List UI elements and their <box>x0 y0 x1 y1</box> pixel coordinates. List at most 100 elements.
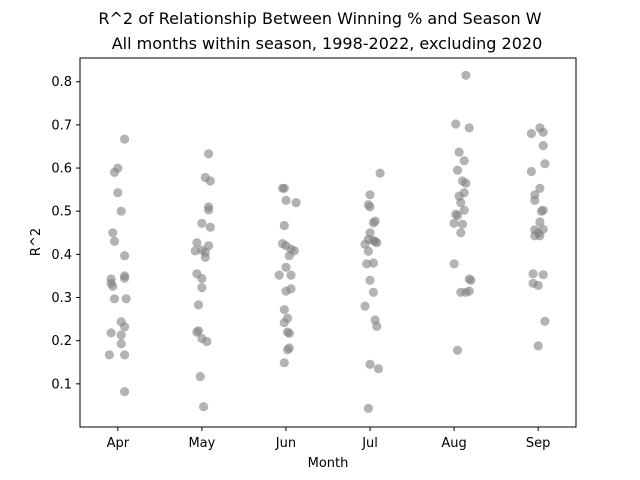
data-point-may-18 <box>192 327 202 337</box>
data-point-may-0 <box>204 149 214 159</box>
y-axis-label: R^2 <box>29 228 44 256</box>
data-point-sep-16 <box>535 231 545 241</box>
data-point-aug-15 <box>457 219 468 229</box>
data-point-apr-14 <box>121 294 131 304</box>
data-point-apr-12 <box>108 281 118 291</box>
data-point-may-20 <box>202 336 212 347</box>
data-point-aug-19 <box>466 275 476 285</box>
data-point-jun-2 <box>281 195 291 205</box>
y-tick-label-3: 0.4 <box>51 248 72 263</box>
x-tick-label-apr: Apr <box>107 436 130 451</box>
y-tick-label-5: 0.6 <box>51 162 72 177</box>
data-point-sep-20 <box>533 280 543 290</box>
y-tick-label-7: 0.8 <box>51 75 72 90</box>
x-tick-label-aug: Aug <box>441 436 466 451</box>
data-point-may-14 <box>197 273 207 284</box>
data-point-may-7 <box>192 238 202 248</box>
data-point-jul-16 <box>368 287 378 297</box>
data-point-jun-12 <box>286 270 296 280</box>
data-point-sep-10 <box>538 205 548 215</box>
data-point-aug-10 <box>456 198 466 208</box>
data-point-jun-17 <box>279 318 289 328</box>
data-point-jul-1 <box>365 190 375 200</box>
chart-subtitle: All months within season, 1998-2022, exc… <box>112 34 543 53</box>
data-point-jul-5 <box>368 218 378 228</box>
data-point-sep-18 <box>538 270 548 280</box>
data-point-aug-16 <box>456 228 466 238</box>
data-point-sep-3 <box>538 141 548 151</box>
data-point-sep-2 <box>538 127 548 137</box>
data-point-may-2 <box>205 176 215 186</box>
data-point-jun-21 <box>283 345 293 355</box>
data-point-jul-10 <box>372 238 382 248</box>
data-point-sep-22 <box>533 341 543 351</box>
data-point-apr-20 <box>104 350 114 360</box>
data-point-aug-3 <box>454 147 464 157</box>
data-point-may-5 <box>197 218 207 228</box>
data-point-jun-3 <box>291 198 301 208</box>
x-tick-label-jul: Jul <box>361 436 378 451</box>
y-axis: 0.1 0.2 0.3 0.4 0.5 0.6 0.7 0.8 <box>51 75 80 392</box>
data-point-jul-20 <box>365 359 375 369</box>
data-point-sep-8 <box>530 195 540 205</box>
y-tick-label-2: 0.3 <box>51 291 72 306</box>
y-tick-label-6: 0.7 <box>51 118 72 133</box>
data-point-jul-21 <box>373 364 383 374</box>
data-point-aug-5 <box>452 165 463 175</box>
data-point-jun-10 <box>281 262 291 272</box>
data-point-jul-13 <box>362 259 372 269</box>
data-point-aug-22 <box>464 286 474 296</box>
data-point-aug-7 <box>461 178 471 188</box>
data-point-may-9 <box>190 246 200 256</box>
x-axis-label: Month <box>308 456 349 471</box>
data-point-aug-11 <box>459 205 469 215</box>
data-point-jun-1 <box>279 183 289 193</box>
data-point-apr-9 <box>120 273 130 283</box>
chart-title: R^2 of Relationship Between Winning % an… <box>98 9 541 28</box>
x-axis: Apr May Jun Jul Aug Sep <box>107 427 550 451</box>
data-point-sep-4 <box>540 159 550 169</box>
data-point-may-16 <box>193 300 204 310</box>
data-point-aug-2 <box>464 123 474 133</box>
data-point-apr-4 <box>116 206 126 216</box>
data-point-sep-11 <box>535 217 545 227</box>
data-point-jun-19 <box>284 328 294 338</box>
data-point-may-21 <box>195 371 205 382</box>
data-point-jun-4 <box>279 220 289 231</box>
data-point-jul-12 <box>363 246 373 256</box>
data-point-apr-2 <box>113 163 123 173</box>
data-point-apr-3 <box>113 188 123 198</box>
data-point-jul-17 <box>360 301 370 311</box>
data-point-may-22 <box>199 402 209 412</box>
data-point-apr-0 <box>120 134 130 144</box>
data-point-sep-1 <box>526 128 537 139</box>
x-tick-label-may: May <box>188 436 215 451</box>
data-point-apr-16 <box>120 322 130 332</box>
y-tick-label-0: 0.1 <box>51 377 72 392</box>
data-point-may-6 <box>205 222 215 232</box>
data-point-jun-11 <box>274 270 284 280</box>
data-point-jun-14 <box>281 286 291 296</box>
data-point-aug-0 <box>461 70 471 80</box>
data-point-apr-6 <box>109 236 120 246</box>
data-point-jul-15 <box>365 275 375 285</box>
data-points-layer <box>104 70 550 413</box>
data-point-apr-22 <box>120 387 130 397</box>
data-point-sep-17 <box>528 269 538 279</box>
data-point-may-4 <box>204 205 214 215</box>
x-tick-label-jun: Jun <box>275 436 296 451</box>
data-point-aug-13 <box>452 210 463 221</box>
data-point-aug-1 <box>451 119 461 129</box>
data-point-sep-6 <box>535 183 545 193</box>
data-point-jul-19 <box>372 321 382 331</box>
data-point-jul-22 <box>363 403 373 413</box>
data-point-apr-13 <box>109 294 120 304</box>
y-tick-label-4: 0.5 <box>51 205 72 220</box>
data-point-apr-5 <box>108 228 118 238</box>
data-point-jun-9 <box>284 251 294 261</box>
data-point-aug-17 <box>449 259 459 269</box>
plot-frame <box>79 57 577 428</box>
data-point-aug-14 <box>449 218 459 228</box>
data-point-apr-21 <box>120 350 130 360</box>
